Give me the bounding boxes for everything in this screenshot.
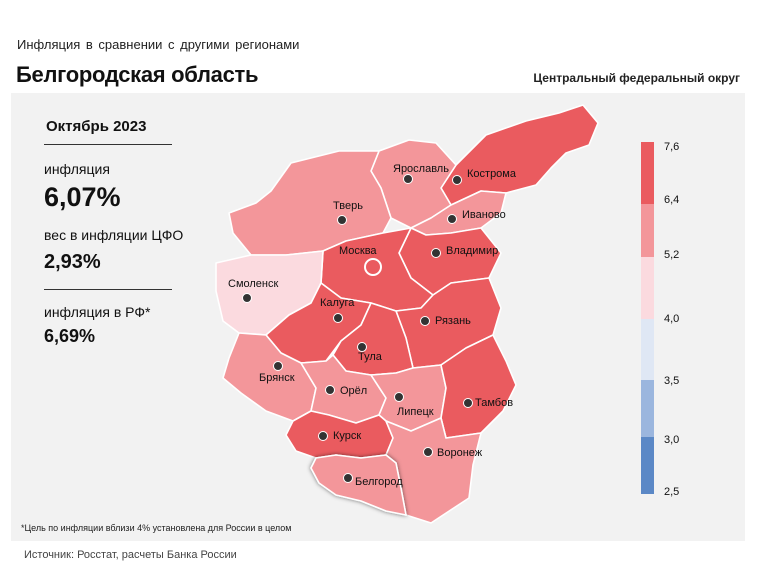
- city-label-kaluga: Калуга: [320, 297, 355, 309]
- region-map: Ярославль Кострома Тверь Иваново Москва …: [215, 104, 679, 524]
- city-label-lipetsk: Липецк: [397, 406, 434, 418]
- legend-tick-1: 7,6: [664, 141, 679, 153]
- period-label: Октябрь 2023: [46, 118, 147, 135]
- map-panel: Ярославль Кострома Тверь Иваново Москва …: [11, 93, 745, 541]
- city-label-ryazan: Рязань: [435, 315, 471, 327]
- color-legend: 7,6 6,4 5,2 4,0 3,5 3,0 2,5: [641, 141, 679, 498]
- city-marker-tver: [337, 215, 347, 225]
- city-marker-yaroslavl: [403, 174, 413, 184]
- city-label-kostroma: Кострома: [467, 168, 517, 180]
- page-title: Белгородская область: [16, 62, 259, 87]
- city-label-tambov: Тамбов: [475, 397, 513, 409]
- legend-tick-4: 4,0: [664, 313, 679, 325]
- legend-swatch-3: [641, 257, 654, 319]
- city-label-orel: Орёл: [340, 385, 367, 397]
- city-label-vladimir: Владимир: [446, 245, 498, 257]
- city-labels: Ярославль Кострома Тверь Иваново Москва …: [228, 163, 517, 488]
- legend-swatch-6: [641, 437, 654, 494]
- legend-tick-6: 3,0: [664, 434, 679, 446]
- divider-bottom: [44, 289, 172, 290]
- city-label-tver: Тверь: [333, 200, 363, 212]
- city-marker-belgorod: [343, 473, 353, 483]
- legend-swatch-4: [641, 319, 654, 380]
- region-belgorod[interactable]: [310, 454, 407, 516]
- city-markers: [242, 174, 473, 483]
- city-marker-lipetsk: [394, 392, 404, 402]
- city-marker-kaluga: [333, 313, 343, 323]
- city-label-ivanovo: Иваново: [462, 209, 506, 221]
- legend-tick-7: 2,5: [664, 486, 679, 498]
- city-marker-moskva: [364, 258, 382, 276]
- city-marker-ivanovo: [447, 214, 457, 224]
- rf-inflation-label: инфляция в РФ*: [44, 304, 151, 320]
- city-marker-orel: [325, 385, 335, 395]
- city-marker-ryazan: [420, 316, 430, 326]
- legend-swatch-1: [641, 142, 654, 204]
- city-marker-voronezh: [423, 447, 433, 457]
- city-label-voronezh: Воронеж: [437, 447, 483, 459]
- city-label-smolensk: Смоленск: [228, 278, 278, 290]
- region-tambov[interactable]: [440, 334, 517, 439]
- source-note: Источник: Росстат, расчеты Банка России: [24, 549, 237, 561]
- city-label-tula: Тула: [358, 351, 383, 363]
- city-label-kursk: Курск: [333, 430, 361, 442]
- city-marker-smolensk: [242, 293, 252, 303]
- city-marker-kursk: [318, 431, 328, 441]
- inflation-label: инфляция: [44, 161, 110, 177]
- legend-swatch-5: [641, 380, 654, 437]
- city-label-moskva: Москва: [339, 245, 377, 257]
- city-marker-kostroma: [452, 175, 462, 185]
- region-kostroma[interactable]: [440, 104, 599, 206]
- city-marker-vladimir: [431, 248, 441, 258]
- city-label-bryansk: Брянск: [259, 372, 295, 384]
- rf-inflation-value: 6,69%: [44, 326, 96, 346]
- inflation-value: 6,07%: [44, 182, 121, 212]
- city-marker-tambov: [463, 398, 473, 408]
- city-marker-bryansk: [273, 361, 283, 371]
- city-label-belgorod: Белгород: [355, 476, 403, 488]
- footnote: *Цель по инфляции вблизи 4% установлена …: [21, 523, 292, 533]
- page-subtitle: Инфляция в сравнении с другими регионами: [17, 37, 300, 52]
- city-label-yaroslavl: Ярославль: [393, 163, 449, 175]
- weight-label: вес в инфляции ЦФО: [44, 227, 184, 243]
- legend-tick-3: 5,2: [664, 249, 679, 261]
- divider-top: [44, 144, 172, 145]
- weight-value: 2,93%: [44, 251, 101, 273]
- legend-swatch-2: [641, 204, 654, 257]
- legend-tick-5: 3,5: [664, 375, 679, 387]
- district-label: Центральный федеральный округ: [533, 71, 740, 85]
- city-marker-tula: [357, 342, 367, 352]
- legend-tick-2: 6,4: [664, 194, 679, 206]
